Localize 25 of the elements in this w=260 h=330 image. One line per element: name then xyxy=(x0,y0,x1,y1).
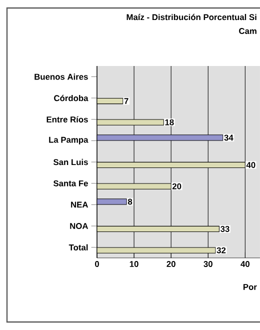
data-label: 34 xyxy=(224,134,234,141)
x-tick-label: 10 xyxy=(130,261,138,268)
y-tick-label: Córdoba xyxy=(54,94,88,102)
x-tick-label: 40 xyxy=(240,261,250,268)
data-label: 32 xyxy=(216,247,226,254)
data-label: 8 xyxy=(128,198,132,205)
x-tick-label: 20 xyxy=(166,261,176,268)
chart-title: Maíz - Distribución Porcentual Si xyxy=(126,14,256,20)
x-tick-label: 30 xyxy=(204,261,212,268)
y-tick-label: NOA xyxy=(70,223,88,229)
y-tick-label: Buenos Aires xyxy=(34,74,88,80)
y-tick-label: Total xyxy=(68,244,88,250)
data-label: 7 xyxy=(124,98,128,104)
data-label: 18 xyxy=(165,119,174,126)
y-tick-label: NEA xyxy=(71,202,88,208)
x-tick-label: 0 xyxy=(94,261,99,268)
data-label: 40 xyxy=(246,162,256,168)
y-tick-label: San Luis xyxy=(53,158,88,166)
chart-subtitle: Cam xyxy=(239,28,256,34)
data-label: 33 xyxy=(220,226,230,232)
data-label: 20 xyxy=(172,183,182,190)
x-axis-title: Por xyxy=(243,284,257,290)
y-tick-label: Entre Ríos xyxy=(46,116,88,122)
y-tick-label: La Pampa xyxy=(49,136,88,144)
y-tick-label: Santa Fe xyxy=(53,180,88,186)
